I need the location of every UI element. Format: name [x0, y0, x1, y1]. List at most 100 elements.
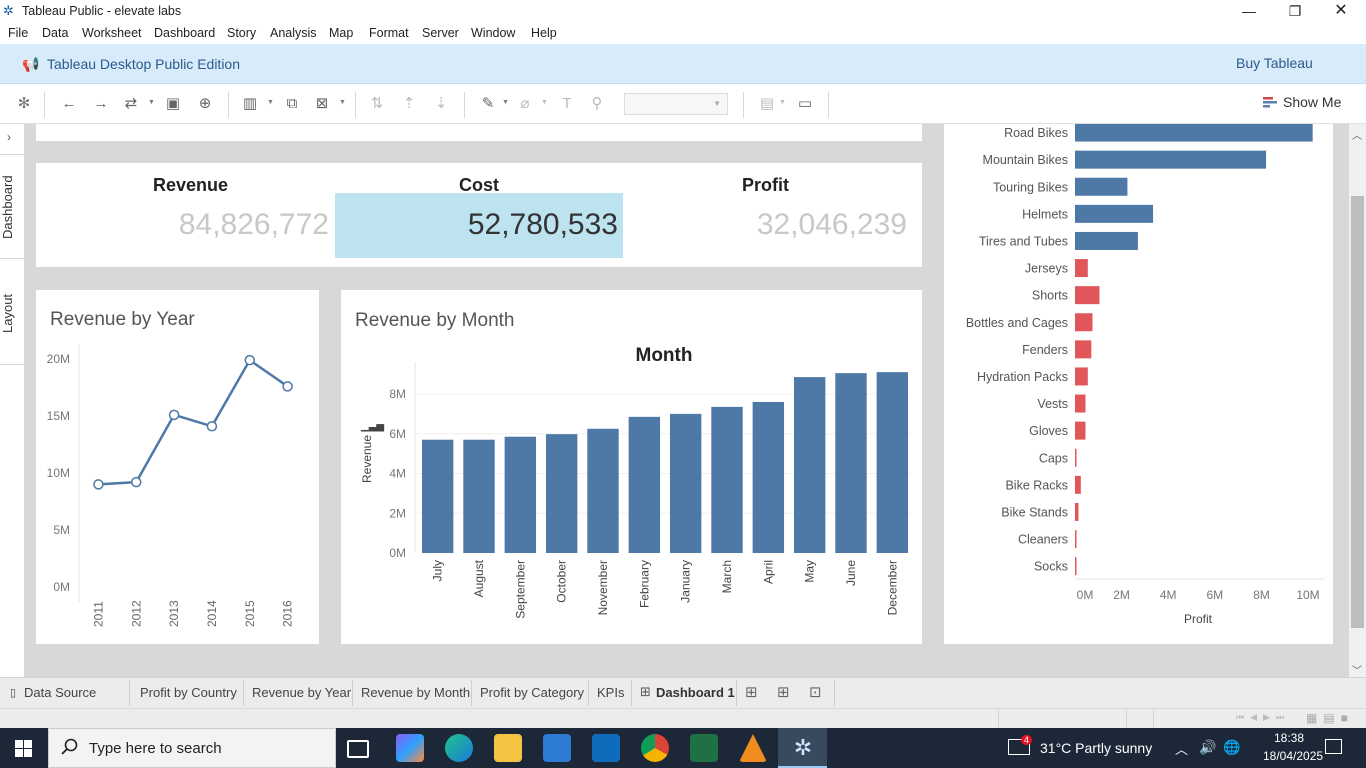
- taskbar-search[interactable]: Type here to search: [48, 728, 336, 768]
- bar-bike-stands: [1075, 502, 1079, 521]
- profit-by-category-panel: Road Bikes Mountain Bikes Touring Bikes Hel…: [944, 124, 1333, 644]
- tab-revenue-by-month[interactable]: Revenue by Month: [361, 685, 471, 700]
- category-label: Bottles and Cages: [966, 316, 1068, 330]
- file-explorer-icon[interactable]: [494, 734, 522, 762]
- kpi-title-cost: Cost: [459, 175, 499, 195]
- show-me-label[interactable]: Show Me: [1283, 94, 1342, 110]
- menu-window[interactable]: Window: [471, 26, 516, 40]
- sheet-navigation-icons[interactable]: ⏮◀▶⏭: [1236, 712, 1291, 722]
- menu-worksheet[interactable]: Worksheet: [82, 26, 142, 40]
- bar-december: [876, 372, 909, 553]
- bar-april: [752, 401, 785, 553]
- menu-analysis[interactable]: Analysis: [270, 26, 317, 40]
- scrollbar-thumb[interactable]: [1351, 196, 1364, 628]
- scroll-up-icon[interactable]: ︿: [1352, 131, 1362, 142]
- copilot-icon[interactable]: [396, 734, 424, 762]
- tab-dashboard-1[interactable]: Dashboard 1: [656, 685, 735, 700]
- new-data-source-icon[interactable]: ⊕: [198, 95, 212, 112]
- sheet-view-icons[interactable]: ▦▤■: [1306, 711, 1354, 725]
- x-tick-label: November: [596, 560, 610, 615]
- redo-icon[interactable]: →: [93, 95, 109, 112]
- tab-kpis[interactable]: KPIs: [597, 685, 625, 700]
- x-tick-label: March: [720, 560, 734, 593]
- x-tick-label: 8M: [1253, 588, 1270, 602]
- menu-map[interactable]: Map: [329, 26, 354, 40]
- bar-helmets: [1075, 204, 1154, 223]
- tab-revenue-by-year[interactable]: Revenue by Year: [252, 685, 352, 700]
- show-me-icon[interactable]: [1263, 96, 1277, 110]
- category-label: Jerseys: [1025, 262, 1068, 276]
- expand-panel-icon[interactable]: ›: [7, 130, 11, 144]
- clock-time[interactable]: 18:38: [1274, 731, 1305, 745]
- replay-icon[interactable]: ⇄: [124, 95, 138, 112]
- x-tick-label: 2M: [1113, 588, 1130, 602]
- chevron-up-icon[interactable]: ︿: [1175, 742, 1189, 757]
- menu-data[interactable]: Data: [42, 26, 69, 40]
- new-dashboard-tab-icon[interactable]: ⊞: [777, 684, 790, 701]
- kpi-value-revenue[interactable]: 84,826,772: [178, 208, 329, 241]
- menu-server[interactable]: Server: [422, 26, 459, 40]
- weather-widget-icon[interactable]: [1008, 739, 1030, 755]
- y-tick-label: 4M: [389, 467, 406, 481]
- bar-june: [835, 373, 867, 553]
- new-worksheet-tab-icon[interactable]: ⊞: [745, 684, 758, 701]
- bar-november: [587, 428, 619, 553]
- data-point-2011: [93, 479, 104, 490]
- menu-story[interactable]: Story: [227, 26, 257, 40]
- tab-profit-by-category[interactable]: Profit by Category: [480, 685, 585, 700]
- search-icon: [61, 738, 78, 755]
- fit-dropdown[interactable]: ▼: [624, 93, 728, 115]
- highlight-icon[interactable]: ✎: [481, 95, 495, 112]
- swap-rows-columns-icon: ⇅: [370, 95, 384, 112]
- y-tick-label: 8M: [389, 387, 406, 401]
- bar-vests: [1075, 394, 1086, 413]
- task-view-icon[interactable]: [347, 740, 369, 758]
- notifications-icon[interactable]: [1325, 739, 1342, 754]
- kpi-value-cost[interactable]: 52,780,533: [467, 208, 618, 241]
- tab-dashboard[interactable]: Dashboard: [0, 175, 15, 239]
- bar-jerseys: [1075, 259, 1088, 278]
- new-worksheet-icon[interactable]: ▥: [242, 95, 258, 112]
- side-panel: › Dashboard Layout: [0, 124, 25, 677]
- x-tick-label: 10M: [1296, 588, 1319, 602]
- bar-mountain-bikes: [1075, 150, 1267, 169]
- presentation-mode-icon[interactable]: ▭: [797, 95, 813, 112]
- new-story-tab-icon[interactable]: ⊡: [809, 684, 822, 701]
- volume-icon[interactable]: 🔊: [1199, 739, 1217, 755]
- language-globe-icon[interactable]: 🌐: [1223, 739, 1241, 755]
- tableau-home-icon[interactable]: ✻: [17, 95, 31, 112]
- close-button[interactable]: ✕: [1334, 2, 1348, 19]
- buy-tableau-link[interactable]: Buy Tableau: [1236, 55, 1313, 71]
- excel-icon[interactable]: [690, 734, 718, 762]
- menu-help[interactable]: Help: [531, 26, 557, 40]
- weather-text[interactable]: 31°C Partly sunny: [1040, 740, 1153, 756]
- save-icon[interactable]: ▣: [165, 95, 181, 112]
- tab-layout[interactable]: Layout: [0, 293, 15, 333]
- clear-sheet-icon[interactable]: ⊠: [315, 95, 329, 112]
- undo-icon[interactable]: ←: [61, 95, 77, 112]
- menu-format[interactable]: Format: [369, 26, 409, 40]
- clock-date[interactable]: 18/04/2025: [1263, 749, 1324, 763]
- minimize-button[interactable]: —: [1242, 3, 1256, 19]
- microsoft-store-icon[interactable]: [543, 734, 571, 762]
- tab-data-source[interactable]: Data Source: [24, 685, 97, 700]
- data-point-2013: [168, 409, 180, 421]
- vertical-scrollbar[interactable]: ︿ ﹀: [1349, 124, 1366, 677]
- bar-august: [463, 439, 495, 553]
- duplicate-sheet-icon[interactable]: ⧉: [286, 95, 298, 112]
- sort-descending-icon: ⇣: [434, 95, 448, 112]
- restore-button[interactable]: ❐: [1288, 3, 1302, 19]
- y-tick-label: 20M: [47, 352, 70, 366]
- tableau-taskbar-icon[interactable]: ✲: [793, 735, 813, 760]
- menu-dashboard[interactable]: Dashboard: [154, 26, 216, 40]
- edge-icon[interactable]: [445, 734, 473, 762]
- kpi-value-profit[interactable]: 32,046,239: [756, 208, 907, 241]
- outlook-icon[interactable]: [592, 734, 620, 762]
- x-tick-label: May: [803, 560, 817, 583]
- scroll-down-icon[interactable]: ﹀: [1352, 666, 1362, 677]
- chrome-icon[interactable]: [641, 734, 669, 762]
- windows-start-icon[interactable]: [15, 740, 32, 757]
- menu-file[interactable]: File: [8, 26, 29, 40]
- tab-profit-by-country[interactable]: Profit by Country: [140, 685, 237, 700]
- category-label: Touring Bikes: [993, 180, 1068, 194]
